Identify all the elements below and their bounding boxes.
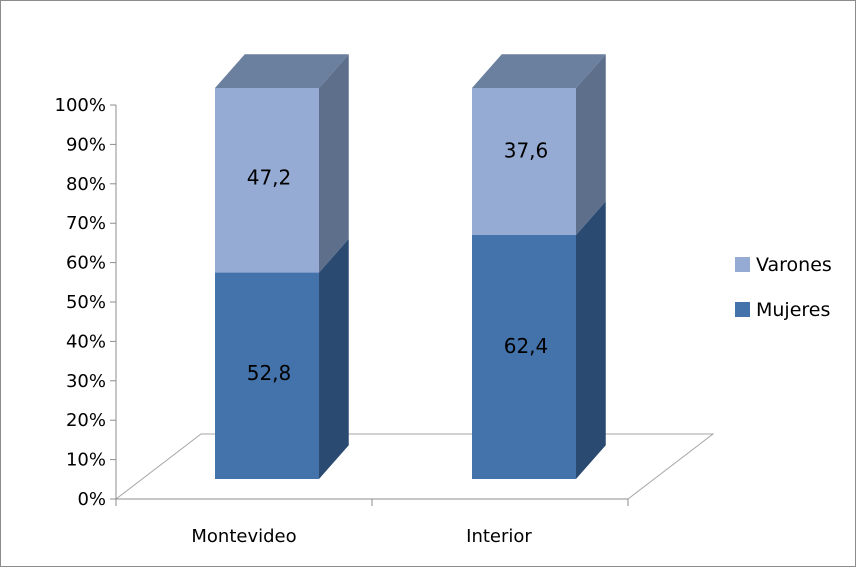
- bar-side-mujeres: [319, 238, 349, 479]
- bar-side-varones: [576, 54, 606, 236]
- y-tick-label: 40%: [66, 331, 106, 352]
- data-label: 47,2: [247, 165, 292, 189]
- bar-varones: [215, 88, 319, 273]
- y-tick-label: 30%: [66, 371, 106, 392]
- bar-varones: [472, 88, 576, 236]
- bar-mujeres: [472, 235, 576, 479]
- x-category-label: Montevideo: [191, 526, 296, 547]
- legend-swatch-mujeres: [735, 302, 750, 317]
- legend: Varones Mujeres: [735, 254, 832, 321]
- data-label: 62,4: [504, 334, 549, 358]
- bar-top-varones: [472, 54, 606, 88]
- data-label: 52,8: [247, 361, 292, 385]
- data-labels: 52,8 47,2 62,4 37,6: [247, 139, 549, 385]
- data-label: 37,6: [504, 139, 549, 163]
- floor-plane: [114, 433, 715, 500]
- x-axis: Montevideo Interior: [115, 498, 629, 547]
- y-tick-label: 0%: [77, 489, 106, 510]
- y-tick-label: 10%: [66, 450, 106, 471]
- legend-label-varones: Varones: [756, 254, 832, 276]
- chart-floor: [114, 433, 715, 500]
- bar-side-varones: [319, 54, 349, 273]
- legend-swatch-varones: [735, 257, 750, 272]
- y-tick-label: 20%: [66, 410, 106, 431]
- bars: [215, 54, 606, 479]
- y-tick-label: 100%: [55, 95, 106, 116]
- y-axis: 0% 10% 20% 30% 40% 50% 60% 70% 80% 90% 100%: [55, 95, 117, 510]
- y-tick-label: 80%: [66, 174, 106, 195]
- y-tick-label: 70%: [66, 213, 106, 234]
- bar-side-mujeres: [576, 201, 606, 479]
- y-tick-label: 50%: [66, 292, 106, 313]
- bar-top-varones: [215, 54, 349, 88]
- bar-mujeres: [215, 272, 319, 479]
- y-tick-label: 60%: [66, 253, 106, 274]
- legend-label-mujeres: Mujeres: [756, 299, 830, 321]
- y-tick-label: 90%: [66, 134, 106, 155]
- x-category-label: Interior: [466, 526, 532, 547]
